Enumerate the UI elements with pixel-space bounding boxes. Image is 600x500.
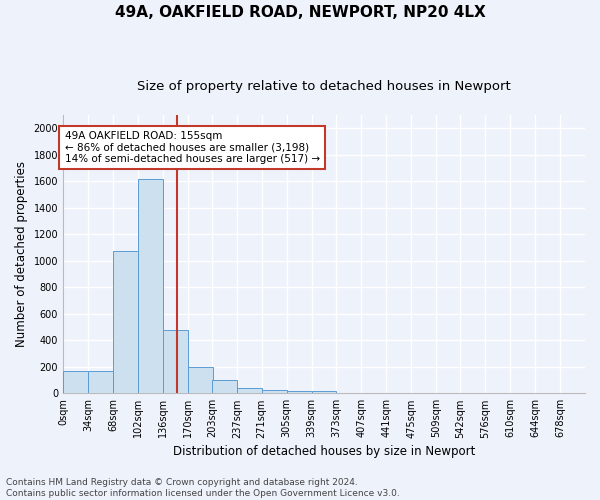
Text: 49A, OAKFIELD ROAD, NEWPORT, NP20 4LX: 49A, OAKFIELD ROAD, NEWPORT, NP20 4LX: [115, 5, 485, 20]
Bar: [88, 372, 113, 394]
Bar: [63, 372, 88, 394]
Bar: [237, 388, 262, 394]
Bar: [113, 251, 138, 394]
Bar: [262, 390, 287, 394]
Text: Contains HM Land Registry data © Crown copyright and database right 2024.
Contai: Contains HM Land Registry data © Crown c…: [6, 478, 400, 498]
Bar: [311, 392, 337, 394]
Y-axis label: Number of detached properties: Number of detached properties: [15, 161, 28, 347]
Bar: [163, 330, 188, 394]
X-axis label: Distribution of detached houses by size in Newport: Distribution of detached houses by size …: [173, 444, 475, 458]
Bar: [188, 367, 212, 394]
Bar: [212, 380, 237, 394]
Title: Size of property relative to detached houses in Newport: Size of property relative to detached ho…: [137, 80, 511, 93]
Bar: [287, 392, 311, 394]
Bar: [138, 178, 163, 394]
Text: 49A OAKFIELD ROAD: 155sqm
← 86% of detached houses are smaller (3,198)
14% of se: 49A OAKFIELD ROAD: 155sqm ← 86% of detac…: [65, 131, 320, 164]
